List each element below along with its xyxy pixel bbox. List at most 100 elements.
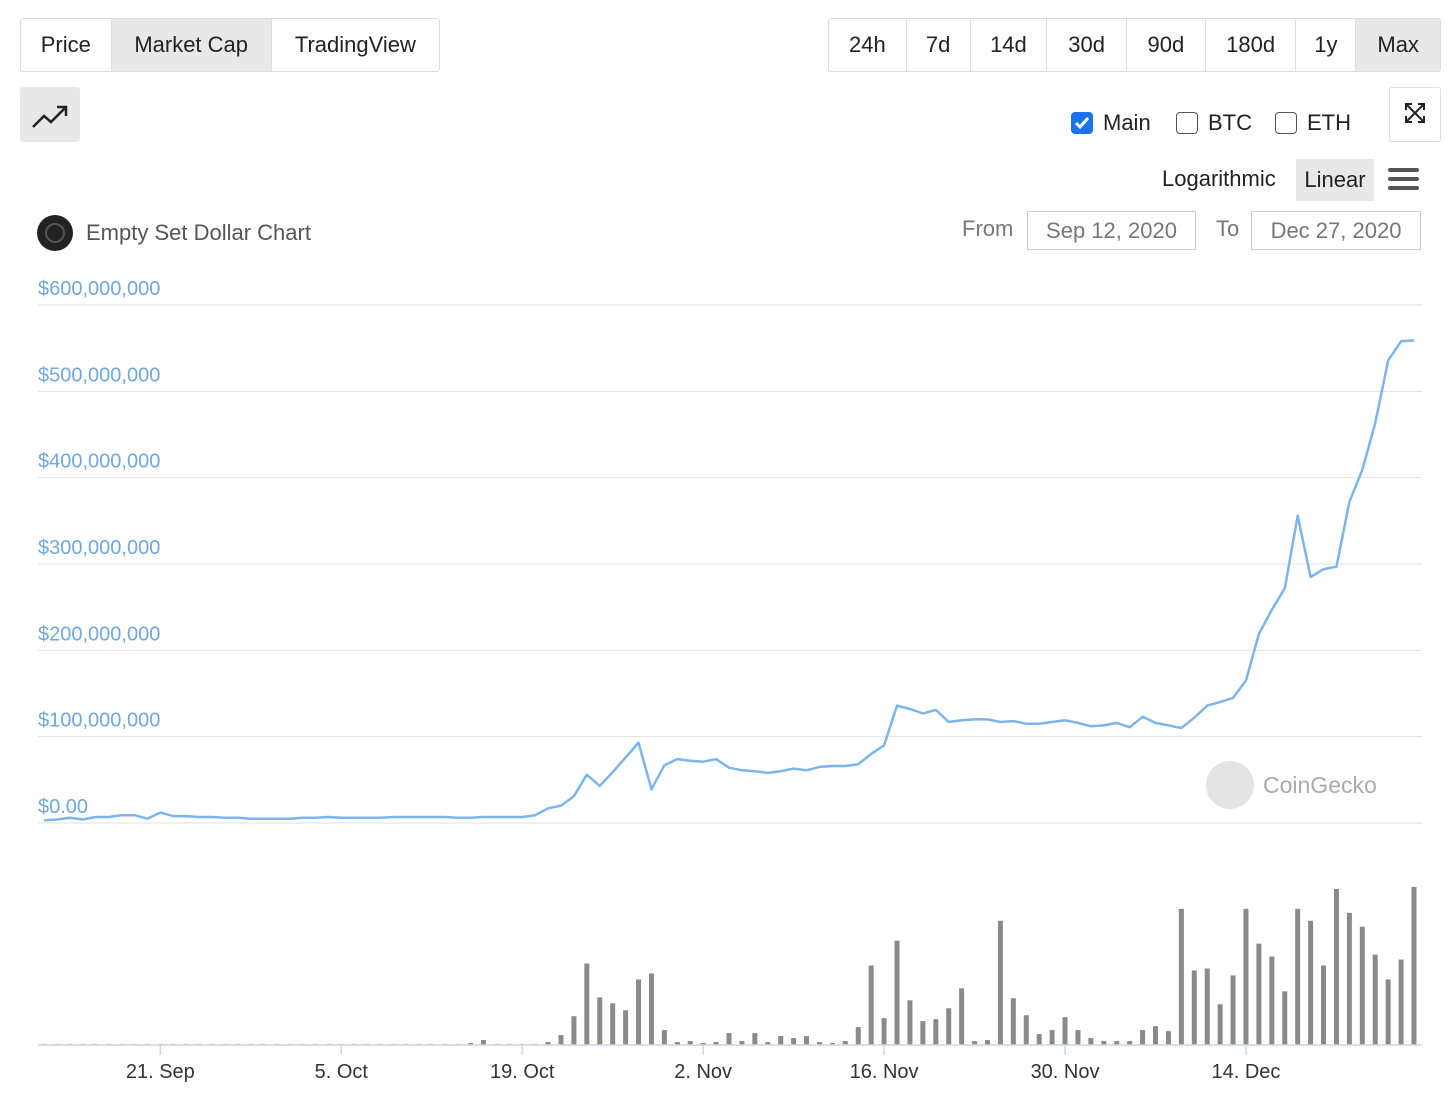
chart-type-button[interactable]: [20, 87, 80, 142]
trend-icon: [32, 105, 68, 128]
x-tick-label: 19. Oct: [490, 1061, 555, 1083]
range-group: 24h 7d 14d 30d 90d 180d 1y Max: [828, 18, 1441, 72]
volume-bar: [1359, 926, 1365, 1045]
x-tick-label: 2. Nov: [674, 1061, 732, 1083]
tab[interactable]: Price: [21, 19, 112, 71]
volume-bar: [1308, 920, 1314, 1045]
coin-icon: [37, 215, 73, 251]
volume-bar: [984, 1040, 990, 1045]
volume-bar: [1346, 912, 1352, 1045]
toggle[interactable]: BTC: [1176, 110, 1252, 136]
checkbox[interactable]: [1071, 112, 1093, 134]
volume-bar: [545, 1042, 551, 1045]
y-tick-label: $100,000,000: [38, 710, 160, 732]
volume-bar: [597, 997, 603, 1045]
volume-bar: [1385, 979, 1391, 1045]
y-tick-label: $600,000,000: [38, 278, 160, 300]
volume-bar: [1230, 975, 1236, 1045]
volume-bar: [480, 1040, 486, 1045]
range-button[interactable]: Max: [1356, 19, 1440, 71]
checkbox[interactable]: [1275, 112, 1297, 134]
volume-bar: [623, 1010, 629, 1045]
volume-bar: [687, 1041, 693, 1045]
volume-bar: [1153, 1026, 1159, 1045]
from-label: From: [962, 216, 1014, 241]
volume-bar: [1372, 954, 1378, 1045]
volume-bar: [726, 1033, 732, 1045]
volume-bar: [1178, 908, 1184, 1045]
toggle[interactable]: Main: [1071, 110, 1151, 136]
x-tick-label: 30. Nov: [1031, 1061, 1100, 1083]
volume-bar: [868, 965, 874, 1045]
watermark-icon: [1206, 761, 1254, 809]
volume-bar: [1165, 1031, 1171, 1045]
range-button[interactable]: 30d: [1047, 19, 1128, 71]
volume-bar: [829, 1043, 835, 1045]
volume-bar: [946, 1008, 952, 1045]
volume-bar: [1127, 1041, 1133, 1045]
volume-bar: [1036, 1034, 1042, 1045]
tab-group: Price Market Cap TradingView: [20, 18, 440, 72]
range-button[interactable]: 24h: [829, 19, 907, 71]
volume-bar: [1243, 908, 1249, 1045]
volume-bar: [636, 979, 642, 1045]
volume-bar: [778, 1036, 784, 1045]
volume-bar: [907, 1000, 913, 1045]
tab[interactable]: Market Cap: [111, 19, 272, 71]
line: [43, 339, 1415, 822]
volume-bar: [791, 1038, 797, 1045]
volume-bar: [1088, 1038, 1094, 1045]
range-button[interactable]: 90d: [1127, 19, 1206, 71]
volume-bar: [558, 1035, 564, 1045]
scale-button[interactable]: Logarithmic: [1162, 166, 1276, 191]
volume-bar: [1101, 1041, 1107, 1045]
expand-button[interactable]: [1389, 87, 1441, 142]
volume-bar: [1062, 1017, 1068, 1045]
volume-bar: [1269, 956, 1275, 1045]
checkbox[interactable]: [1176, 112, 1198, 134]
toggle[interactable]: ETH: [1275, 110, 1351, 136]
y-tick-label: $200,000,000: [38, 623, 160, 645]
volume-bar: [816, 1042, 822, 1045]
volume-bar: [894, 940, 900, 1045]
volume-bar: [1411, 886, 1417, 1045]
volume-bar: [1010, 998, 1016, 1045]
volume-bar: [842, 1041, 848, 1045]
volume-bar: [1023, 1015, 1029, 1045]
toggle-label: ETH: [1307, 110, 1351, 135]
volume-bar: [468, 1043, 474, 1045]
range-button[interactable]: 14d: [971, 19, 1048, 71]
tab[interactable]: TradingView: [294, 32, 416, 57]
range-button[interactable]: 7d: [907, 19, 971, 71]
menu-button[interactable]: [1388, 166, 1420, 199]
volume-bar: [610, 1003, 616, 1045]
volume-bar: [881, 1018, 887, 1045]
y-tick-label: $0.00: [38, 796, 88, 818]
watermark: CoinGecko: [1263, 772, 1377, 798]
volume-bar: [739, 1041, 745, 1045]
volume-bar: [1075, 1030, 1081, 1045]
volume-bar: [571, 1016, 577, 1045]
volume-bar: [959, 988, 965, 1045]
volume-bar: [713, 1042, 719, 1045]
range-button[interactable]: 180d: [1206, 19, 1297, 71]
to-date[interactable]: Dec 27, 2020: [1251, 211, 1421, 250]
volume-bar: [855, 1027, 861, 1045]
range-button[interactable]: 1y: [1296, 19, 1357, 71]
y-tick-label: $500,000,000: [38, 364, 160, 386]
x-tick-label: 14. Dec: [1212, 1061, 1281, 1083]
expand-icon: [1405, 103, 1425, 123]
volume-bar: [933, 1019, 939, 1045]
volume-bar: [920, 1021, 926, 1045]
volume-bar: [584, 963, 590, 1045]
x-tick-label: 21. Sep: [126, 1061, 195, 1083]
to-label: To: [1216, 216, 1240, 241]
volume-bar: [674, 1042, 680, 1045]
x-tick-label: 16. Nov: [850, 1061, 919, 1083]
scale-button[interactable]: Linear: [1296, 159, 1374, 201]
from-date[interactable]: Sep 12, 2020: [1027, 211, 1196, 250]
volume-bar: [1398, 959, 1404, 1045]
y-tick-label: $400,000,000: [38, 451, 160, 473]
volume-bar: [700, 1043, 706, 1045]
